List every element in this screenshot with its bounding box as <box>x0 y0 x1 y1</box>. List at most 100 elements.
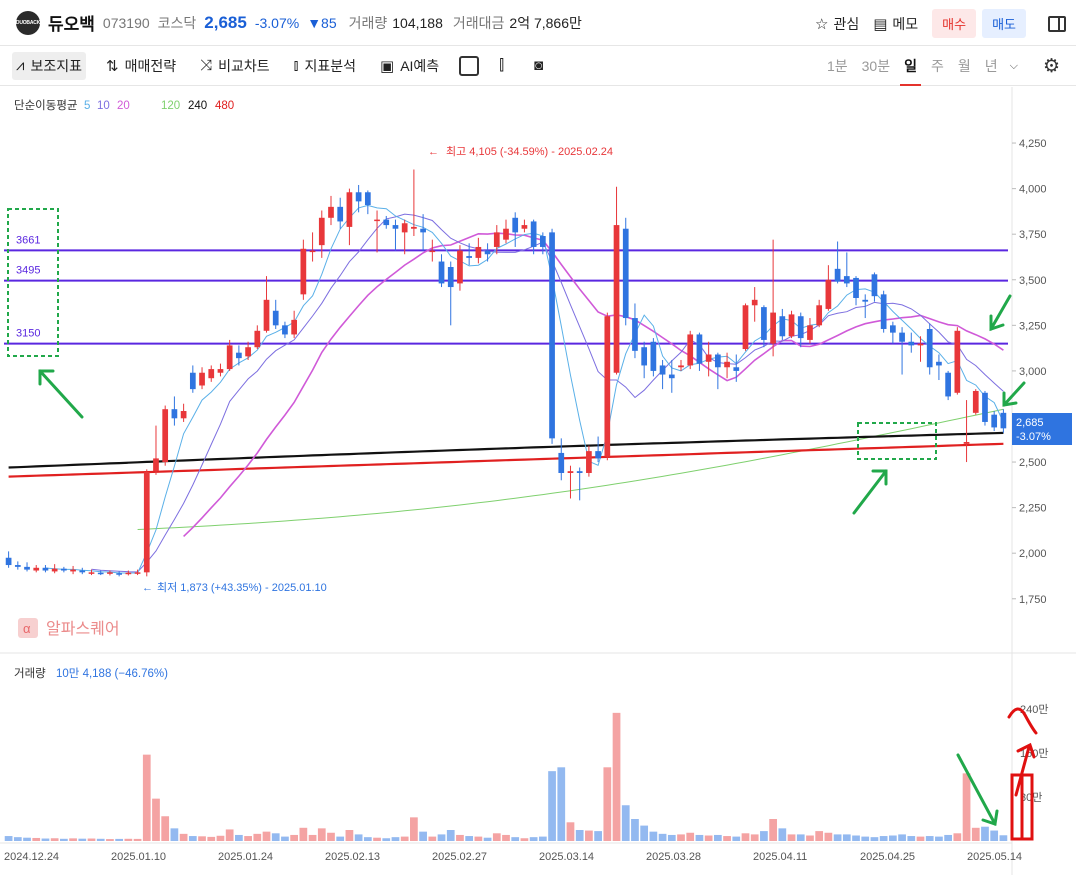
volume-bar <box>327 832 335 841</box>
alpha-symbol-icon: α <box>23 621 31 636</box>
chart-toolbar: ⩘ 보조지표 ⇅ 매매전략 ⤨ 비교차트 ⫾ 지표분석 ▣ AI예측 ⫿ ◙ 1… <box>0 46 1076 86</box>
candle-body <box>982 392 988 422</box>
horizontal-line-label: 3661 <box>16 234 40 246</box>
period-month[interactable]: 월 <box>957 58 971 74</box>
ai-predict-button[interactable]: ▣ AI예측 <box>376 52 443 80</box>
volume-bar <box>723 836 731 841</box>
volume-bar <box>925 836 934 841</box>
period-week[interactable]: 주 <box>930 58 944 74</box>
horizontal-lines: 3661 3495 3150 <box>4 234 1008 345</box>
candle-body <box>88 572 95 574</box>
period-year[interactable]: 년 <box>984 58 998 74</box>
ma-legend-title: 단순이동평균 <box>14 99 77 112</box>
chevron-down-icon[interactable]: ⌵ <box>1009 59 1018 72</box>
period-1min[interactable]: 1분 <box>826 58 848 74</box>
volume-bar <box>640 825 649 841</box>
candle-body <box>714 354 721 368</box>
min-arrow-icon: ← <box>142 582 153 594</box>
y-tick-label: 2,000 <box>1019 548 1047 560</box>
drawing-square-icon[interactable] <box>459 55 480 76</box>
candle-body <box>908 341 915 346</box>
volume-bar <box>345 830 354 841</box>
period-day[interactable]: 일 <box>900 58 921 86</box>
last-price-tag <box>1012 413 1072 445</box>
indicator-button[interactable]: ⩘ 보조지표 <box>12 51 86 80</box>
candle-body <box>429 250 436 253</box>
volume-bar <box>888 835 897 841</box>
y-tick-label: 3,250 <box>1019 320 1047 332</box>
volume-bar <box>41 838 50 841</box>
candle-body <box>180 411 187 419</box>
candle-body <box>650 341 657 371</box>
volume-bar <box>235 834 243 841</box>
candle-body <box>945 372 951 397</box>
ma-5-line <box>45 204 1004 574</box>
volume-bar <box>96 838 105 841</box>
volume-bar <box>400 836 409 841</box>
period-30min[interactable]: 30분 <box>861 58 891 74</box>
volume-bar <box>732 836 741 841</box>
volume-bar <box>216 835 225 841</box>
candle-body <box>272 310 279 326</box>
candle-body <box>761 307 767 340</box>
candle-body <box>862 299 869 302</box>
volume-bar <box>410 817 418 841</box>
compare-chart-button[interactable]: ⤨ 비교차트 <box>196 52 274 80</box>
candle-body <box>134 572 141 574</box>
company-logo: DUOBACK <box>16 10 40 35</box>
buy-button[interactable]: 매수 <box>932 9 977 38</box>
price-chart[interactable]: 단순이동평균 5 10 20 120 240 480 4,250 4,000 3,750 3,5… <box>0 87 1076 875</box>
candle-body <box>770 312 776 344</box>
volume-bar <box>631 819 639 841</box>
candle-body <box>484 250 491 255</box>
candle-body <box>5 557 12 566</box>
memo-icon: ▤ <box>873 15 888 33</box>
period-selector: 1분 30분 일 주 월 년 ⌵ <box>813 56 1018 86</box>
candle-body <box>364 192 371 206</box>
amount-label: 거래대금 <box>452 14 505 31</box>
ma-legend-5: 5 <box>84 100 90 112</box>
candle-body <box>576 471 583 473</box>
volume-bar <box>907 836 916 841</box>
candle-body <box>788 314 795 337</box>
candle-body <box>549 232 555 439</box>
volume-bar <box>621 805 630 841</box>
chart-type-button[interactable]: ⫿ <box>495 53 514 78</box>
watch-button[interactable]: ☆ 관심 <box>815 14 859 34</box>
volume-bar <box>446 830 455 841</box>
screenshot-button[interactable]: ◙ <box>530 53 553 78</box>
x-tick-label: 2025.04.25 <box>860 851 915 863</box>
candle-body <box>438 261 445 284</box>
strategy-button[interactable]: ⇅ 매매전략 <box>102 52 180 80</box>
candle-body <box>797 316 804 339</box>
candle-body <box>79 570 86 573</box>
volume-bar <box>124 838 133 841</box>
camera-icon: ◙ <box>534 57 544 74</box>
candle-body <box>558 452 565 473</box>
candle-body <box>926 328 933 368</box>
side-panel-icon[interactable] <box>1048 15 1066 32</box>
volume-bar <box>391 837 400 841</box>
candle-body <box>236 352 242 359</box>
candle-body <box>14 565 21 567</box>
y-tick-label: 1,750 <box>1019 594 1047 606</box>
sell-button[interactable]: 매도 <box>982 9 1026 38</box>
candle-body <box>337 206 344 222</box>
candle-body <box>153 458 159 472</box>
candle-body <box>521 225 528 229</box>
candle-body <box>724 361 730 368</box>
volume-bar <box>382 838 391 841</box>
memo-button[interactable]: ▤ 메모 <box>873 14 918 34</box>
volume-legend-value: 10만 4,188 (−46.76%) <box>56 667 168 680</box>
candlestick-icon: ⫿ <box>499 57 504 74</box>
indicator-analysis-button[interactable]: ⫾ 지표분석 <box>290 52 360 80</box>
volume-bar <box>713 834 722 841</box>
stock-name[interactable]: 듀오백 <box>48 15 95 34</box>
volume-bar <box>548 771 556 841</box>
gear-icon[interactable]: ⚙ <box>1042 56 1060 77</box>
ma-240-line <box>8 431 1004 469</box>
volume-bar <box>981 826 989 841</box>
price-axis: 4,2504,0003,7503,5003,2503,0002,7502,500… <box>1012 138 1047 606</box>
volume-bar <box>198 836 206 841</box>
candle-body <box>318 217 325 246</box>
